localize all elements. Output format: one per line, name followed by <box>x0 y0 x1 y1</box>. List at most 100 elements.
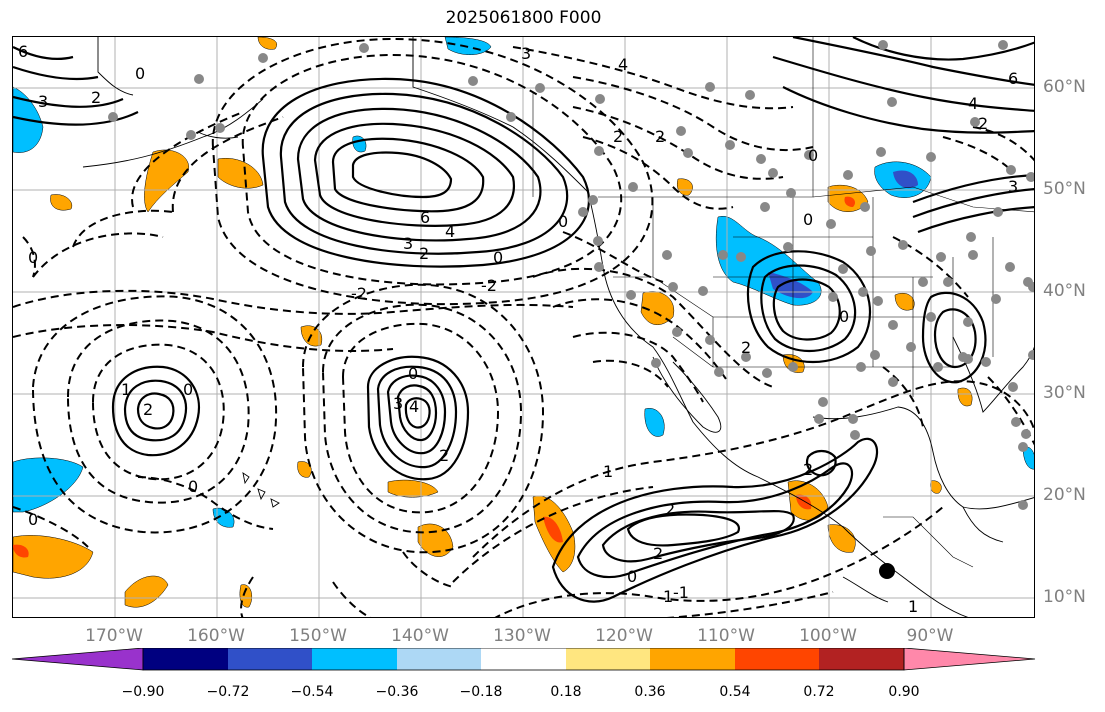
contour-label: 2 <box>91 88 101 107</box>
contour-label: -2 <box>481 276 497 295</box>
contour-label: 2 <box>143 400 153 419</box>
contour-label: 2 <box>655 127 665 146</box>
negative-contours <box>13 37 1034 617</box>
latitude-label: 20°N <box>1043 485 1086 505</box>
contour-label: 0 <box>28 248 38 267</box>
positive-anomaly-area <box>543 516 563 543</box>
contour-label: 2 <box>613 127 623 146</box>
latitude-label: 50°N <box>1043 179 1086 199</box>
colorbar-tick-label: −0.54 <box>290 684 334 700</box>
contour-label: 2 <box>439 446 449 465</box>
longitude-label: 150°W <box>289 626 347 646</box>
positive-anomaly-area <box>13 535 94 579</box>
coastlines <box>82 37 1034 617</box>
latitude-label: 10°N <box>1043 587 1086 607</box>
longitude-label: 140°W <box>391 626 449 646</box>
graticule <box>13 37 1034 617</box>
positive-anomaly-area <box>417 523 454 557</box>
colorbar-segment <box>481 648 566 670</box>
latitude-label: 40°N <box>1043 281 1086 301</box>
negative-anomaly-area <box>444 37 492 55</box>
colorbar-segment <box>228 648 312 670</box>
colorbar-segment <box>819 648 904 670</box>
contour-label: 4 <box>618 55 628 74</box>
positive-anomaly-area <box>844 196 856 207</box>
negative-anomaly-area <box>352 135 367 153</box>
colorbar-tick-label: 0.90 <box>888 684 920 700</box>
colorbar-tick-label: 0.72 <box>803 684 835 700</box>
contour-label: 2 <box>978 114 988 133</box>
positive-anomaly-area <box>677 178 693 196</box>
station-markers <box>108 40 1034 510</box>
contour-label: 2 <box>419 244 429 263</box>
contour-label: 4 <box>968 94 978 113</box>
contour-label: 1 <box>663 587 673 606</box>
contour-label: 1 <box>603 462 613 481</box>
contour-label: 3 <box>393 394 403 413</box>
contour-label: 3 <box>38 92 48 111</box>
contour-label: 0 <box>183 380 193 399</box>
colorbar-segment <box>735 648 819 670</box>
contour-label: 6 <box>18 42 28 61</box>
positive-anomaly-area <box>124 575 169 608</box>
positive-anomaly-area <box>387 479 439 498</box>
positive-anomaly-area <box>257 37 277 50</box>
positive-anomaly-area <box>217 157 264 189</box>
contour-label: -1 <box>673 583 689 602</box>
positive-contours <box>13 37 1034 603</box>
longitude-label: 90°W <box>906 626 954 646</box>
contour-label: 0 <box>558 212 568 231</box>
contour-label: 4 <box>409 397 419 416</box>
colorbar-tick-label: −0.72 <box>206 684 250 700</box>
longitude-label: 160°W <box>187 626 245 646</box>
colorbar-tick-label: −0.90 <box>121 684 165 700</box>
longitude-label: 110°W <box>697 626 755 646</box>
positive-anomaly-area <box>50 194 73 211</box>
colorbar-outline <box>142 648 905 671</box>
contour-label: 0 <box>493 248 503 267</box>
contour-label: 6 <box>1008 69 1018 88</box>
negative-anomaly-area <box>1022 446 1034 470</box>
contour-label: 2 <box>665 500 675 519</box>
positive-anomaly-area <box>144 149 189 213</box>
contour-label: 0 <box>808 146 818 165</box>
colorbar-extend-high <box>903 648 1036 671</box>
colorbar <box>11 648 1036 671</box>
highlight-marker <box>879 563 895 579</box>
contour-label: 0 <box>408 364 418 383</box>
colorbar-segment <box>566 648 650 670</box>
colorbar-tick-label: 0.54 <box>719 684 751 700</box>
contour-label: 3 <box>521 44 531 63</box>
positive-anomaly-area <box>827 524 856 553</box>
colorbar-segment <box>650 648 735 670</box>
map-title: 2025061800 F000 <box>445 8 602 28</box>
colorbar-segment <box>143 648 228 670</box>
contour-label: 2 <box>653 544 663 563</box>
colorbar-tick-label: 0.36 <box>634 684 666 700</box>
negative-anomaly-area <box>644 408 665 437</box>
contour-label: -2 <box>351 284 367 303</box>
contour-label: 0 <box>627 567 637 586</box>
map-panel: 6 4 3 2 0 -2 -2 3 4 0 2 2 1 0 0 0 2 2 0 … <box>12 36 1035 618</box>
latitude-label: 60°N <box>1043 77 1086 97</box>
positive-anomaly-area <box>894 293 915 311</box>
colorbar-tick-label: 0.18 <box>550 684 582 700</box>
contour-label: 0 <box>839 307 849 326</box>
longitude-label: 100°W <box>799 626 857 646</box>
contour-label: 6 <box>420 208 430 227</box>
contour-labels: 6 4 3 2 0 -2 -2 3 4 0 2 2 1 0 0 0 2 2 0 … <box>18 42 1018 616</box>
colorbar-segment <box>312 648 397 670</box>
contour-label: 1 <box>908 597 918 616</box>
latitude-label: 30°N <box>1043 383 1086 403</box>
positive-anomaly-area <box>957 387 973 407</box>
colorbar-tick-label: −0.18 <box>459 684 503 700</box>
contour-label: 3 <box>1008 177 1018 196</box>
colorbar-segment <box>397 648 481 670</box>
colorbar-extend-low <box>11 648 144 671</box>
contour-label: 0 <box>28 510 38 529</box>
positive-anomaly-area <box>297 461 312 478</box>
positive-anomaly-area <box>930 480 942 494</box>
longitude-label: 120°W <box>595 626 653 646</box>
contour-label: 1 <box>121 380 131 399</box>
positive-anomaly-area <box>13 544 29 558</box>
